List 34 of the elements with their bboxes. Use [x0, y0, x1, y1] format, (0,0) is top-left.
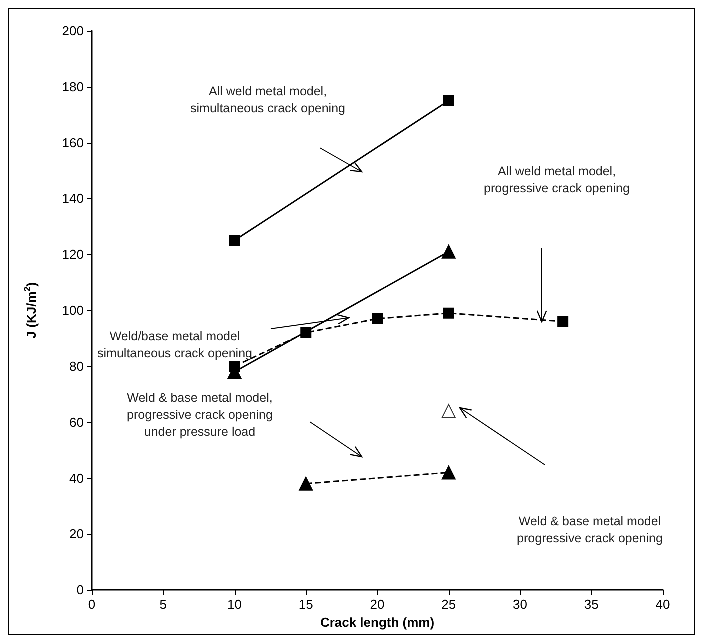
- y-tick-label: 20: [70, 526, 84, 542]
- y-tick-label: 0: [76, 582, 84, 598]
- y-tick-label: 40: [70, 470, 84, 486]
- x-tick-label: 0: [88, 597, 96, 612]
- y-tick-label: 180: [62, 79, 84, 94]
- annotation: Weld & base metal model progressive crack opening: [517, 514, 663, 546]
- y-tick-label: 60: [70, 414, 84, 430]
- point: [300, 327, 312, 338]
- y-tick-label: 140: [62, 191, 84, 206]
- x-tick-label: 30: [513, 597, 528, 612]
- y-tick-label: 200: [62, 24, 84, 38]
- point: [229, 235, 240, 246]
- x-axis-title: Crack length (mm): [320, 615, 435, 630]
- annotation: All weld metal model, progressive crack opening: [484, 164, 630, 196]
- x-tick-label: 15: [298, 597, 314, 612]
- point: [443, 308, 454, 319]
- point: [372, 313, 383, 324]
- y-tick-label: 80: [70, 358, 84, 374]
- y-tick-label: 100: [62, 303, 84, 318]
- point: [443, 95, 454, 106]
- y-axis-title: J (KJ/m2): [22, 282, 39, 339]
- x-tick-label: 5: [160, 597, 167, 612]
- annotation: Weld & base metal model, progressive crack opening under pressure load: [127, 391, 273, 439]
- annotation: Weld/base metal model simultaneous crack opening: [98, 330, 253, 360]
- x-tick-label: 10: [228, 597, 242, 612]
- x-tick-label: 20: [370, 597, 385, 612]
- x-tick-label: 40: [656, 597, 670, 612]
- point: [558, 316, 569, 328]
- x-tick-label: 35: [584, 597, 599, 612]
- y-tick-label: 120: [62, 247, 84, 262]
- annotation: All weld metal model, simultaneous crack opening: [190, 84, 346, 116]
- x-tick-label: 25: [442, 597, 456, 612]
- point: [442, 404, 456, 418]
- y-tick-label: 160: [62, 135, 84, 150]
